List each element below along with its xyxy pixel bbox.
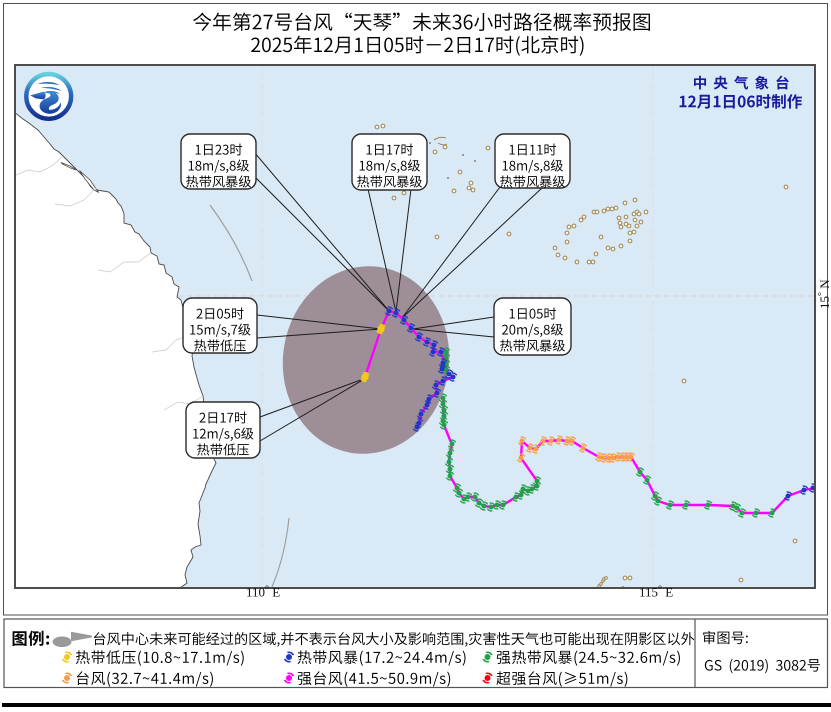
svg-text:110° E: 110° E (246, 585, 280, 600)
svg-text:15° N: 15° N (817, 279, 831, 309)
svg-text:115° E: 115° E (639, 585, 673, 600)
